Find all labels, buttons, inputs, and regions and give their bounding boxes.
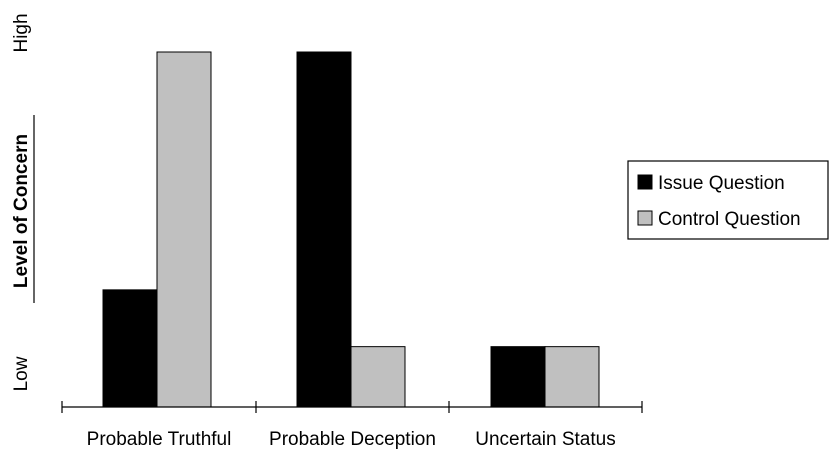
legend-label-issue-question: Issue Question: [658, 173, 785, 194]
x-tick-label-probable-deception: Probable Deception: [269, 429, 436, 450]
y-high-label: High: [11, 13, 32, 52]
x-tick-label-uncertain-status: Uncertain Status: [475, 429, 615, 450]
bar-issue-question-probable-deception: [296, 51, 352, 408]
x-tick-label-probable-truthful: Probable Truthful: [87, 429, 232, 450]
x-axis-ticks: [61, 401, 643, 413]
bar-issue-question-probable-truthful: [102, 289, 158, 408]
bar-control-question-probable-truthful: [156, 51, 212, 408]
legend: Issue Question Control Question: [627, 160, 829, 240]
x-axis-category-labels: Probable Truthful Probable Deception Uncer…: [87, 429, 616, 450]
legend-label-control-question: Control Question: [658, 209, 801, 230]
bar-control-question-uncertain-status: [544, 346, 600, 408]
bar-issue-question-uncertain-status: [490, 346, 546, 408]
legend-swatch-issue-question: [637, 174, 653, 190]
y-axis-title: Level of Concern: [11, 134, 32, 288]
bars-layer: [102, 51, 600, 408]
bar-control-question-probable-deception: [350, 346, 406, 408]
y-low-label: Low: [11, 356, 32, 391]
legend-swatch-control-question: [637, 210, 653, 226]
legend-box: [627, 160, 829, 240]
